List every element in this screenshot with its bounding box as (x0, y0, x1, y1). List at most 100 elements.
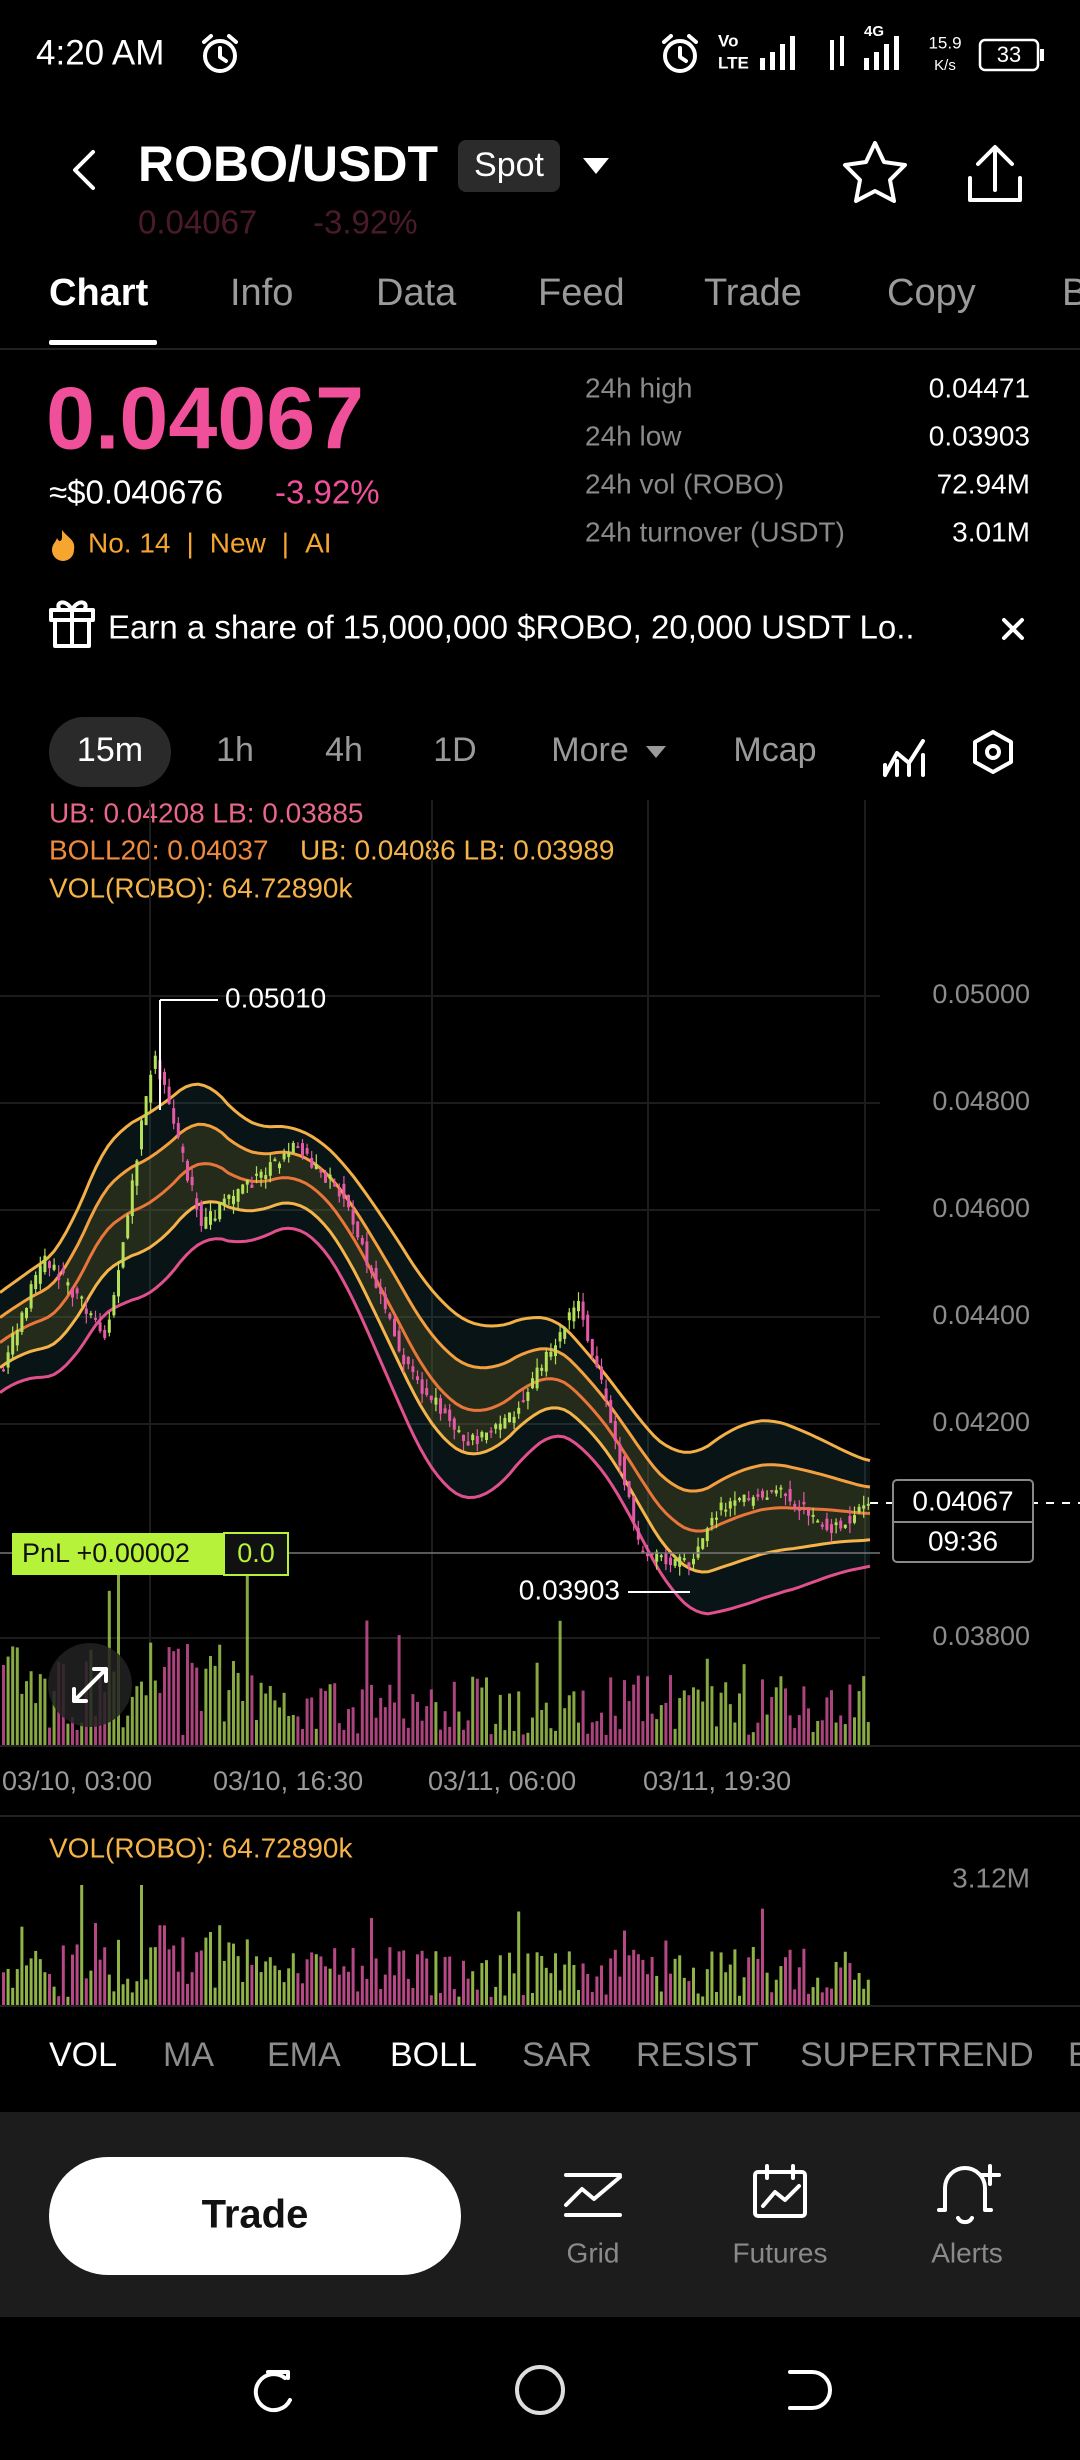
timeframe[interactable]: More (551, 731, 628, 769)
timeframe[interactable]: 1h (216, 731, 254, 769)
volume-bar (107, 1974, 111, 2005)
volume-bar (259, 1972, 263, 2005)
divider (0, 1745, 1080, 1747)
volume-bar (816, 1977, 820, 2005)
candle-body (25, 1307, 28, 1319)
indicator-tab[interactable]: MA (163, 2036, 214, 2074)
volume-bar (420, 1950, 424, 2005)
tab[interactable]: Info (230, 272, 293, 314)
indicator-tab[interactable]: VOL (49, 2036, 117, 2074)
pair-dropdown[interactable] (583, 158, 609, 174)
alarm-icon-right (662, 34, 698, 73)
legend-bands: UB: 0.04208 LB: 0.03885 (49, 797, 363, 828)
badge: New (210, 527, 267, 558)
candle-body (333, 1182, 337, 1187)
nav-recents[interactable] (253, 2370, 292, 2413)
candle-body (43, 1255, 47, 1273)
timeframe[interactable]: Mcap (733, 731, 816, 769)
candle-body (719, 1502, 723, 1511)
volume-bar (724, 1682, 728, 1745)
indicator-tab[interactable]: B (1068, 2036, 1080, 2074)
indicator-tab[interactable]: SUPERTREND (800, 2036, 1034, 2074)
indicator-tab[interactable]: EMA (267, 2036, 341, 2074)
candle-body (751, 1497, 755, 1506)
action-label[interactable]: Alerts (931, 2237, 1003, 2268)
indicator-tab[interactable]: BOLL (390, 2036, 477, 2074)
candle-body (480, 1431, 484, 1438)
grid-icon[interactable] (564, 2173, 622, 2217)
tab[interactable]: Feed (538, 272, 625, 314)
indicator-button[interactable] (883, 739, 925, 777)
back-button[interactable] (73, 150, 95, 190)
action-label[interactable]: Grid (567, 2237, 620, 2268)
volume-bar (848, 1684, 852, 1745)
timeframe[interactable]: 15m (77, 731, 143, 769)
volume-bar (609, 1958, 613, 2005)
more-dropdown[interactable] (646, 746, 666, 758)
candle-body (411, 1366, 415, 1373)
volume-bar (337, 1974, 341, 2005)
share[interactable] (968, 145, 1022, 202)
volume-bar (167, 1647, 171, 1745)
battery-level: 33 (997, 42, 1021, 67)
volte: Vo (718, 31, 738, 50)
volume-bar (273, 1700, 277, 1745)
volume-bar (347, 1971, 350, 2005)
nav-home[interactable] (515, 2365, 565, 2415)
candle-body (618, 1443, 622, 1466)
banner-text[interactable]: Earn a share of 15,000,000 $ROBO, 20,000… (108, 609, 915, 646)
settings-button[interactable] (973, 730, 1013, 774)
timeframe[interactable]: 4h (325, 731, 363, 769)
volume-bar (342, 1729, 346, 1745)
volume-bar (319, 1688, 323, 1745)
tab[interactable]: Chart (49, 272, 149, 314)
futures-icon[interactable] (753, 2164, 807, 2218)
volume-bar (549, 1973, 553, 2005)
indicator-tab[interactable]: RESIST (636, 2036, 759, 2074)
candle-body (866, 1503, 870, 1506)
volume-bar (140, 1681, 143, 1745)
tab[interactable]: Trade (704, 272, 802, 314)
candle-body (770, 1490, 774, 1493)
volume-bar (563, 1708, 567, 1745)
volume-bar (485, 1677, 488, 1745)
chart-grid (0, 800, 880, 1745)
trade-button[interactable] (49, 2157, 461, 2275)
alerts-icon[interactable] (937, 2164, 1001, 2225)
candle-body (416, 1376, 419, 1381)
timeframe[interactable]: 1D (433, 731, 476, 769)
volume-bar (66, 1723, 70, 1745)
banner-close[interactable] (1002, 618, 1024, 640)
volume-bar (310, 1952, 314, 2005)
candle-body (577, 1301, 580, 1312)
pair[interactable]: ROBO/USDT (138, 136, 438, 192)
tab[interactable]: Data (376, 272, 457, 314)
volume-bar (526, 1732, 530, 1745)
nav-back[interactable] (788, 2370, 832, 2410)
action-label[interactable]: Futures (733, 2237, 828, 2268)
legend-boll-bands: UB: 0.04086 LB: 0.03989 (300, 834, 614, 865)
volume-bar (209, 1932, 212, 2005)
volume-bar (213, 1987, 217, 2005)
favorite[interactable] (843, 141, 907, 203)
volume-bar (38, 1959, 42, 2005)
candle-body (301, 1143, 304, 1156)
badge: AI (305, 527, 331, 558)
candle-body (80, 1296, 84, 1299)
candle-body (535, 1367, 539, 1389)
divider (0, 348, 1080, 350)
tab[interactable]: B (1062, 272, 1080, 314)
timeframe-selected (49, 717, 171, 787)
candle-body (153, 1055, 157, 1069)
volume-bar (209, 1655, 212, 1745)
candle-body (563, 1327, 567, 1339)
volume-bar (724, 1972, 728, 2005)
candle-body (213, 1218, 217, 1221)
indicator-tab[interactable]: SAR (522, 2036, 592, 2074)
volume-bar (673, 1728, 677, 1745)
volume-bar (604, 1734, 608, 1745)
candle-body (218, 1202, 222, 1220)
candle-body (57, 1274, 61, 1280)
tab[interactable]: Copy (887, 272, 976, 314)
